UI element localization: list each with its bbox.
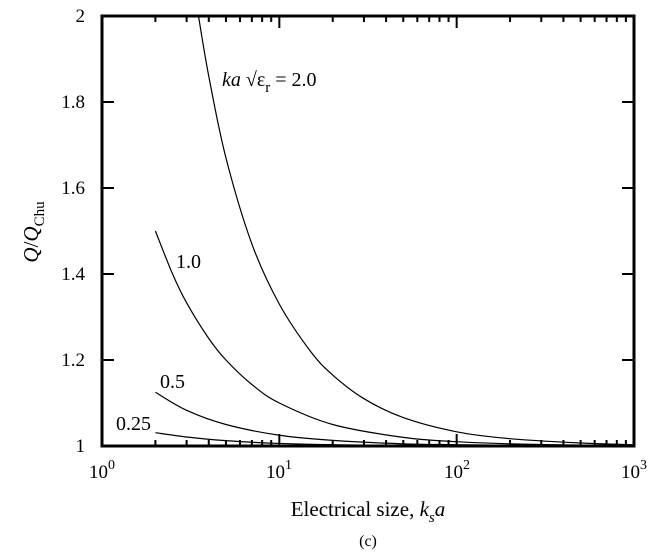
series-curve-0-5 <box>155 391 635 447</box>
y-tick-label: 1.4 <box>61 264 85 285</box>
series-label-0-25: 0.25 <box>116 413 151 435</box>
x-tick-label: 102 <box>444 458 470 483</box>
x-tick-label: 101 <box>266 458 292 483</box>
y-tick-label: 1 <box>76 436 86 457</box>
figure-caption: (c) <box>359 533 377 550</box>
series-curve-1-0 <box>154 230 635 447</box>
x-tick-label: 103 <box>621 458 647 483</box>
x-tick-labels: 100 101 102 103 <box>89 458 647 483</box>
y-axis-title: Q/QChu <box>19 201 48 263</box>
x-axis-title: Electrical size, ksa <box>291 497 446 526</box>
x-tick-label: 100 <box>89 458 115 483</box>
series-label-1-0: 1.0 <box>176 251 201 273</box>
y-tick-label: 1.2 <box>61 350 85 371</box>
y-tick-label: 2 <box>76 6 86 27</box>
y-tick-labels: 1 1.2 1.4 1.6 1.8 2 <box>61 6 85 457</box>
series-curve-2-0 <box>197 15 635 446</box>
y-tick-label: 1.8 <box>61 92 85 113</box>
y-tick-label: 1.6 <box>61 178 85 199</box>
series-label-0-5: 0.5 <box>160 371 185 393</box>
series-label-2-0: ka √εr = 2.0 <box>222 69 317 96</box>
plot-frame <box>100 14 636 448</box>
